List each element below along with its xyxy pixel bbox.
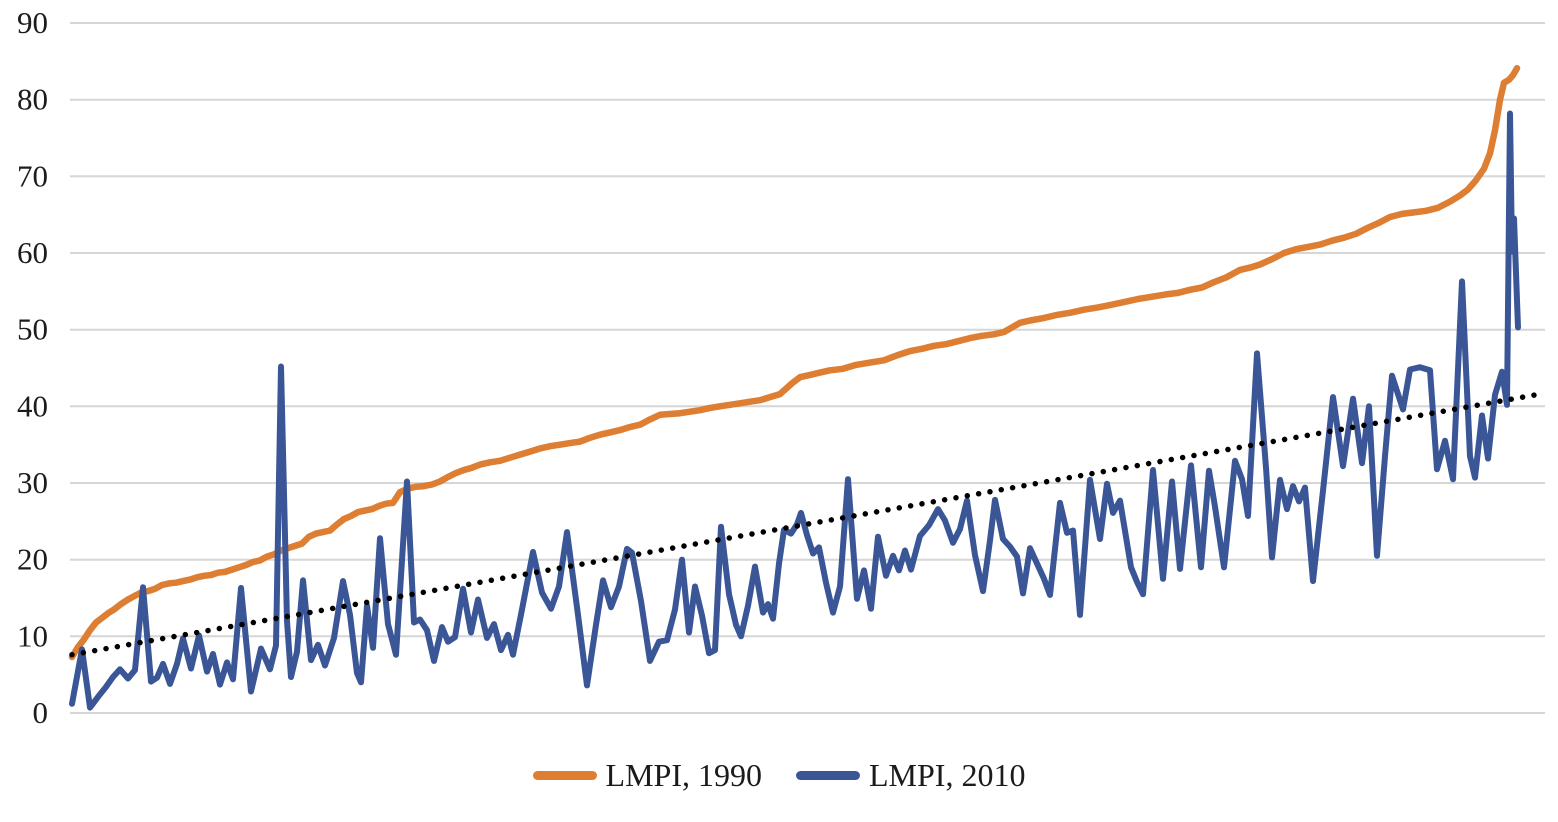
y-tick-label-50: 50 — [17, 312, 48, 347]
series-line-lmpi-1990 — [68, 64, 1521, 661]
series-line-lmpi-2010 — [69, 110, 1521, 711]
y-tick-label-40: 40 — [17, 388, 48, 423]
legend-swatch-lmpi-1990-line — [532, 770, 597, 780]
legend-label-lmpi-1990: LMPI, 1990 — [605, 757, 762, 793]
y-tick-label-60: 60 — [17, 235, 48, 270]
y-tick-label-80: 80 — [17, 82, 48, 117]
y-tick-label-90: 90 — [17, 5, 48, 40]
y-tick-label-30: 30 — [17, 465, 48, 500]
y-tick-label-20: 20 — [17, 542, 48, 577]
legend-item-lmpi-1990: LMPI, 1990 — [532, 757, 762, 793]
y-tick-label-10: 10 — [17, 618, 48, 653]
y-tick-label-0: 0 — [33, 695, 49, 730]
series-line-trendline — [69, 391, 1543, 658]
legend-item-lmpi-2010: LMPI, 2010 — [796, 759, 1025, 791]
chart-legend: LMPI, 1990 LMPI, 2010 — [0, 752, 1558, 798]
legend-label-lmpi-2010: LMPI, 2010 — [869, 757, 1026, 793]
legend-swatch-lmpi-2010-line — [796, 770, 860, 780]
y-tick-label-70: 70 — [17, 158, 48, 193]
